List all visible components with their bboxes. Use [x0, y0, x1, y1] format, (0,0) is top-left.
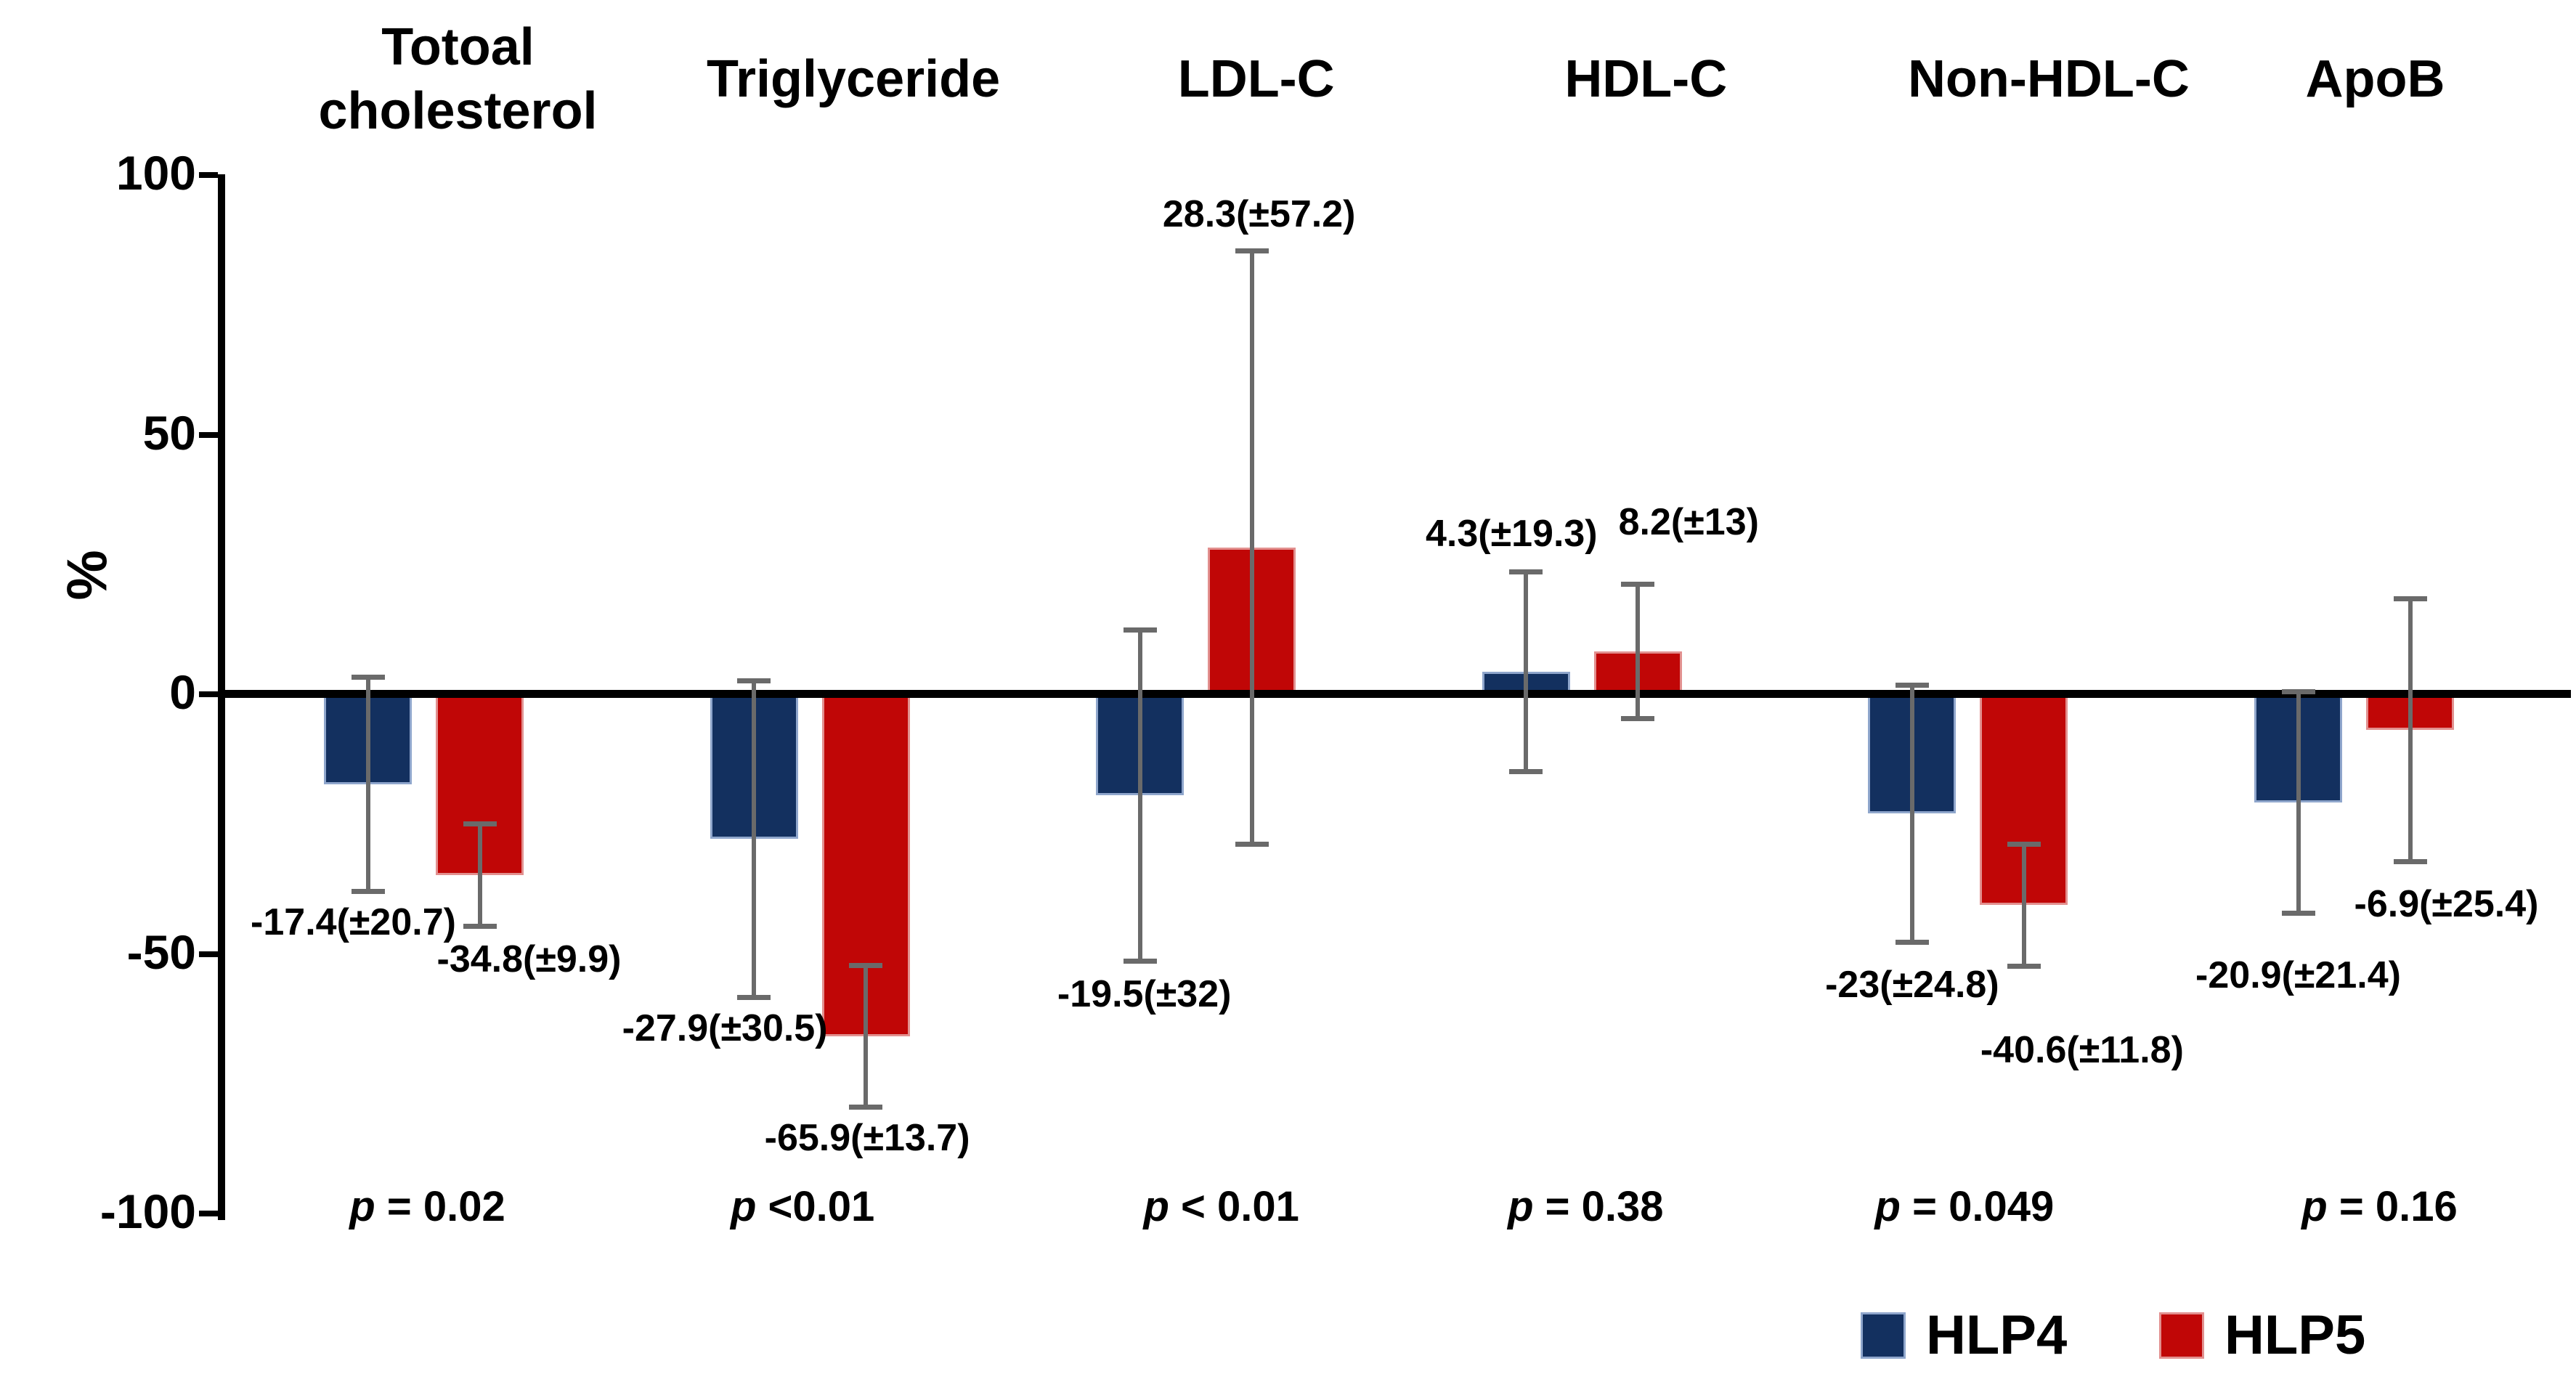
- value-label-hlp5-apob: -6.9(±25.4): [2354, 882, 2539, 925]
- value-label-hlp4-ldl-c: -19.5(±32): [1057, 973, 1232, 1016]
- category-header-apob: ApoB: [2305, 50, 2445, 109]
- p-value-triglyceride: p <0.01: [730, 1183, 875, 1230]
- error-cap-top-hlp5-ldl-c: [1235, 248, 1269, 253]
- error-cap-top-hlp5-non-hdl-c: [2007, 841, 2041, 847]
- legend-swatch-hlp5: [2159, 1312, 2204, 1359]
- error-cap-top-hlp5-hdl-c: [1621, 582, 1655, 588]
- p-value-non-hdl-c: p = 0.049: [1874, 1183, 2055, 1230]
- error-cap-bottom-hlp4-totoal-cholesterol: [351, 889, 385, 895]
- error-cap-bottom-hlp4-hdl-c: [1509, 769, 1543, 775]
- p-value-totoal-cholesterol: p = 0.02: [349, 1183, 505, 1230]
- error-bar-hlp4-apob: [2296, 691, 2301, 914]
- error-bar-hlp5-triglyceride: [864, 965, 869, 1108]
- error-cap-bottom-hlp5-non-hdl-c: [2007, 963, 2041, 969]
- error-cap-bottom-hlp4-ldl-c: [1123, 959, 1157, 964]
- legend-swatch-hlp4: [1861, 1312, 1906, 1359]
- error-cap-top-hlp4-triglyceride: [737, 678, 771, 684]
- category-header-non-hdl-c: Non-HDL-C: [1907, 50, 2190, 109]
- error-cap-top-hlp4-apob: [2281, 689, 2315, 695]
- y-axis-tick-label-50: 50: [142, 405, 196, 460]
- error-cap-bottom-hlp5-hdl-c: [1621, 716, 1655, 722]
- error-cap-bottom-hlp4-non-hdl-c: [1895, 939, 1929, 945]
- error-cap-top-hlp4-non-hdl-c: [1895, 683, 1929, 688]
- error-cap-top-hlp5-triglyceride: [849, 963, 883, 969]
- y-axis-tick-label-0: 0: [169, 664, 196, 719]
- error-bar-hlp4-triglyceride: [752, 680, 757, 998]
- legend-label-hlp5: HLP5: [2224, 1304, 2366, 1366]
- error-bar-hlp5-ldl-c: [1249, 250, 1254, 845]
- category-header-ldl-c: LDL-C: [1177, 50, 1335, 109]
- category-header-totoal-cholesterol: Totoal cholesterol: [318, 18, 598, 140]
- y-axis-tick--100: [199, 1211, 218, 1216]
- error-bar-hlp5-apob: [2408, 598, 2413, 862]
- value-label-hlp5-non-hdl-c: -40.6(±11.8): [1980, 1028, 2184, 1071]
- value-label-hlp5-totoal-cholesterol: -34.8(±9.9): [436, 938, 622, 980]
- legend-item-hlp4: HLP4: [1861, 1307, 2067, 1364]
- error-cap-bottom-hlp4-apob: [2281, 911, 2315, 916]
- value-label-hlp5-ldl-c: 28.3(±57.2): [1162, 192, 1356, 235]
- y-axis-tick-100: [199, 172, 218, 178]
- error-cap-top-hlp5-apob: [2393, 596, 2427, 601]
- error-bar-hlp4-totoal-cholesterol: [365, 677, 370, 893]
- category-header-hdl-c: HDL-C: [1564, 50, 1728, 109]
- y-axis-tick-0: [199, 691, 218, 697]
- y-axis-tick--50: [199, 951, 218, 957]
- error-cap-bottom-hlp5-triglyceride: [849, 1105, 883, 1110]
- y-axis-tick-label--50: -50: [126, 924, 196, 979]
- y-axis-tick-label-100: 100: [115, 145, 196, 200]
- error-cap-top-hlp5-totoal-cholesterol: [463, 821, 497, 827]
- error-cap-top-hlp4-totoal-cholesterol: [351, 675, 385, 680]
- error-bar-hlp4-non-hdl-c: [1909, 685, 1914, 943]
- value-label-hlp4-triglyceride: -27.9(±30.5): [622, 1007, 828, 1049]
- y-axis-tick-label--100: -100: [99, 1184, 196, 1238]
- legend-label-hlp4: HLP4: [1926, 1304, 2068, 1366]
- value-label-hlp4-non-hdl-c: -23(±24.8): [1825, 963, 1999, 1006]
- error-cap-bottom-hlp4-triglyceride: [737, 994, 771, 1000]
- error-bar-hlp4-ldl-c: [1137, 629, 1142, 962]
- error-cap-bottom-hlp5-ldl-c: [1235, 841, 1269, 847]
- value-label-hlp4-apob: -20.9(±21.4): [2195, 954, 2401, 997]
- p-value-ldl-c: p < 0.01: [1143, 1183, 1299, 1230]
- y-axis-title: %: [54, 550, 119, 601]
- error-bar-hlp5-totoal-cholesterol: [477, 824, 482, 927]
- legend-item-hlp5: HLP5: [2159, 1307, 2365, 1364]
- x-axis-zero-line: [218, 690, 2571, 698]
- error-cap-bottom-hlp5-apob: [2393, 858, 2427, 864]
- value-label-hlp4-totoal-cholesterol: -17.4(±20.7): [251, 901, 456, 944]
- y-axis-tick-50: [199, 431, 218, 438]
- error-bar-hlp4-hdl-c: [1524, 572, 1529, 773]
- error-bar-hlp5-non-hdl-c: [2021, 843, 2026, 967]
- value-label-hlp5-triglyceride: -65.9(±13.7): [764, 1117, 970, 1160]
- category-header-triglyceride: Triglyceride: [706, 50, 1001, 109]
- p-value-apob: p = 0.16: [2301, 1183, 2458, 1230]
- error-bar-hlp5-hdl-c: [1636, 584, 1641, 720]
- error-cap-top-hlp4-ldl-c: [1123, 627, 1157, 633]
- error-cap-top-hlp4-hdl-c: [1509, 569, 1543, 575]
- error-cap-bottom-hlp5-totoal-cholesterol: [463, 923, 497, 929]
- value-label-hlp4-hdl-c: 4.3(±19.3): [1425, 513, 1598, 556]
- p-value-hdl-c: p = 0.38: [1508, 1183, 1664, 1230]
- value-label-hlp5-hdl-c: 8.2(±13): [1618, 501, 1759, 544]
